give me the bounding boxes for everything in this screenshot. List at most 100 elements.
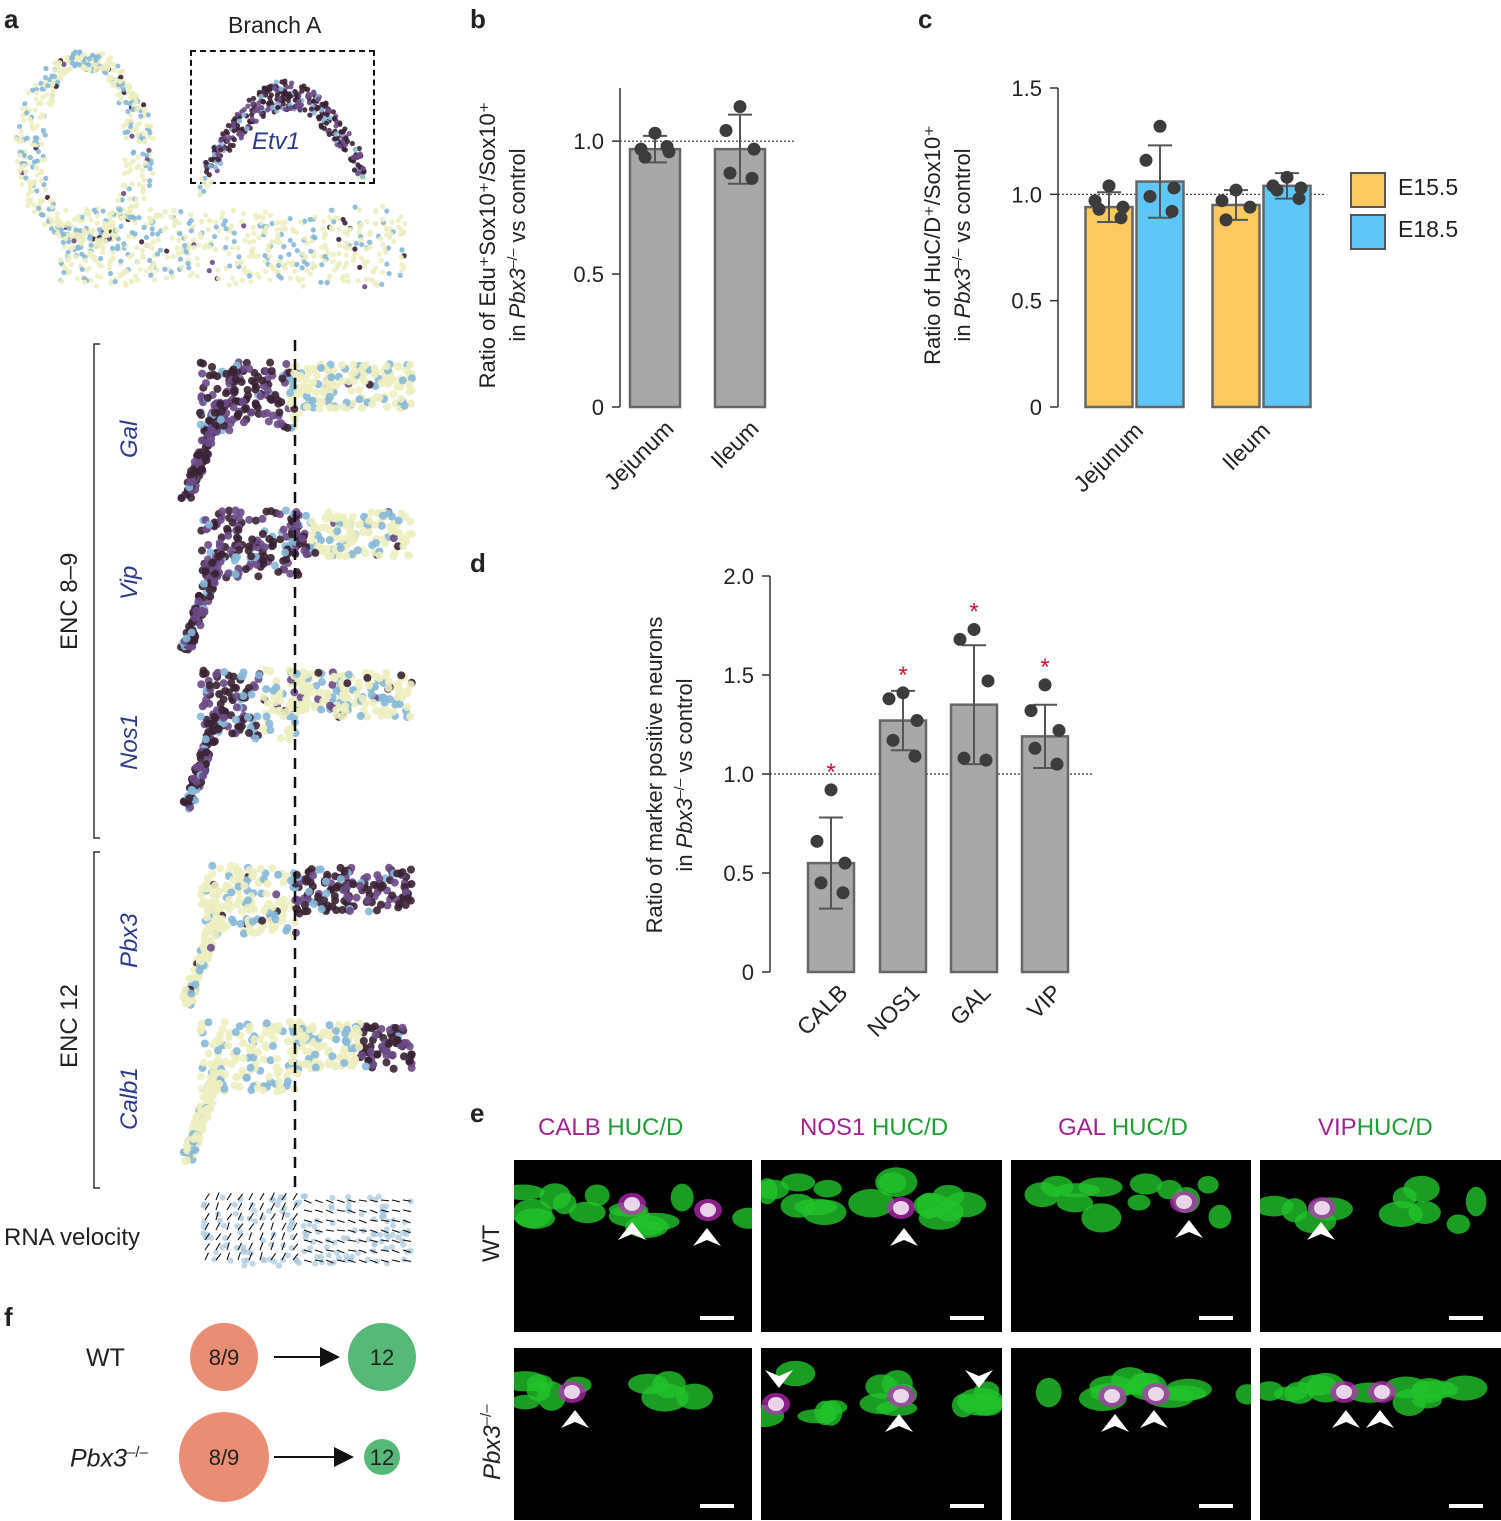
- chart-c-ytick-label: 0.5: [1011, 289, 1042, 314]
- micrograph-ko-gal: [1011, 1348, 1251, 1520]
- micrograph-ko-calb: [514, 1348, 752, 1520]
- chart-d-category-label: GAL: [945, 979, 996, 1030]
- legend-label-e15: E15.5: [1398, 174, 1459, 200]
- chart-d-ylabel-2: in Pbx3–/– vs control: [671, 678, 697, 871]
- enc-12-bracket: [93, 851, 100, 1189]
- chart-c-jejunum-E18.5-point: [1153, 119, 1167, 133]
- umap-vip: [177, 506, 416, 654]
- rna-velocity-label: RNA velocity: [4, 1224, 141, 1251]
- chart-d-category-label: VIP: [1022, 979, 1067, 1024]
- row-label-pbx3: Pbx3–/–: [478, 1404, 506, 1480]
- chart-b-ytick-label: 0.5: [573, 262, 604, 287]
- chart-c-category-label: Ileum: [1217, 417, 1275, 475]
- chart-c-ileum-E18.5-point: [1270, 183, 1284, 197]
- chart-d-significance-star: *: [1040, 654, 1049, 681]
- rna-velocity-plot: [200, 1192, 414, 1269]
- panel-label-f: f: [4, 1302, 13, 1332]
- chart-d-gal-point: [957, 751, 971, 765]
- chart-b-jejunum-point: [660, 139, 674, 153]
- chart-d-ytick-label: 0: [742, 960, 754, 985]
- chart-d: 0 0.5 1.0 1.5 2.0 * CALB * NOS1 * GAL * VIP Ratio of …: [642, 564, 1092, 1042]
- chart-c-ileum-E18.5-point: [1294, 181, 1308, 195]
- chart-d-significance-star: *: [826, 759, 835, 786]
- bar-charts: 0 0.5 1.0 Jejunum Ileum Ratio of Edu⁺Sox10⁺/S…: [475, 76, 1325, 1042]
- umap-pbx3: [179, 861, 416, 1009]
- chart-c-jejunum-E15.5-point: [1102, 179, 1116, 193]
- chart-d-category-label: NOS1: [862, 979, 925, 1042]
- umap-plots: [13, 49, 416, 1269]
- chart-d-ytick-label: 2.0: [723, 564, 754, 589]
- panel-label-e: e: [470, 1098, 485, 1128]
- col-label-gal: GAL HUC/D: [1058, 1114, 1188, 1141]
- legend-label-e18: E18.5: [1398, 216, 1459, 242]
- wt-source-circle: [190, 1323, 258, 1391]
- chart-d-gal-point: [967, 622, 981, 636]
- wt-target-circle: [348, 1323, 416, 1391]
- wt-target-text: 12: [370, 1345, 394, 1370]
- chart-c-jejunum-E18.5-point: [1167, 181, 1181, 195]
- chart-c-ileum-E15.5-point: [1229, 183, 1243, 197]
- micrograph-ko-nos1: [761, 1348, 1002, 1520]
- chart-b-ileum-point: [723, 166, 737, 180]
- chart-d-vip-point: [1024, 704, 1038, 718]
- chart-b-jejunum-point: [638, 150, 652, 164]
- umap-overview: [13, 49, 408, 290]
- chart-c-jejunum-E18.5-point: [1165, 204, 1179, 218]
- chart-c-ytick-label: 1.0: [1011, 182, 1042, 207]
- chart-b-ileum-point: [745, 171, 759, 185]
- panel-label-d: d: [470, 548, 486, 578]
- chart-c-jejunum-E15.5-bar: [1084, 205, 1134, 409]
- chart-c-ylabel-2: in Pbx3–/– vs control: [949, 148, 975, 341]
- chart-d-significance-star: *: [898, 662, 907, 689]
- chart-b-ytick-label: 1.0: [573, 129, 604, 154]
- chart-c-jejunum-E18.5-point: [1139, 153, 1153, 167]
- umap-calb1: [179, 1018, 416, 1166]
- chart-d-vip-point: [1050, 757, 1064, 771]
- chart-d-calb-point: [810, 834, 824, 848]
- chart-d-significance-star: *: [969, 598, 978, 625]
- chart-b-ytick-label: 0: [592, 395, 604, 420]
- panel-label-a: a: [4, 4, 19, 34]
- chart-c-category-label: Jejunum: [1068, 417, 1148, 497]
- chart-d-vip-bar: [1020, 735, 1070, 974]
- chart-d-calb-point: [838, 856, 852, 870]
- panel-label-b: b: [470, 4, 486, 34]
- ko-source-text: 8/9: [209, 1445, 240, 1470]
- chart-d-nos1-point: [910, 714, 924, 728]
- chart-d-category-label: CALB: [792, 979, 853, 1040]
- chart-b-jejunum-point: [648, 126, 662, 140]
- row-label-wt: WT: [478, 1224, 505, 1262]
- micrograph-ko-vip: [1260, 1348, 1501, 1520]
- chart-c-jejunum-E18.5-bar: [1135, 180, 1185, 409]
- chart-b-ylabel-2: in Pbx3–/– vs control: [504, 148, 530, 341]
- chart-b-ileum-point: [747, 142, 761, 156]
- panel-label-c: c: [918, 4, 933, 34]
- chart-d-gal-point: [953, 632, 967, 646]
- lineage-diagram: 8/9 12 8/9 12: [179, 1323, 416, 1502]
- chart-d-ytick-label: 1.5: [723, 663, 754, 688]
- branch-a-label: Branch A: [228, 12, 322, 38]
- micrograph-wt-nos1: [761, 1160, 1002, 1332]
- chart-b-category-label: Ileum: [705, 415, 763, 473]
- chart-d-nos1-point: [882, 692, 896, 706]
- branch-a-box: [190, 50, 375, 184]
- micrograph-wt-vip: [1260, 1160, 1501, 1332]
- col-label-vip: VIPHUC/D: [1318, 1114, 1433, 1141]
- umap-gal: [177, 358, 416, 502]
- ko-target-text: 12: [370, 1445, 394, 1470]
- chart-d-ylabel-1: Ratio of marker positive neurons: [642, 617, 667, 934]
- chart-c-ytick-label: 1.5: [1011, 76, 1042, 101]
- micrograph-wt-calb: [514, 1160, 752, 1332]
- chart-c-ileum-E15.5-point: [1215, 194, 1229, 208]
- chart-c-jejunum-E18.5-point: [1143, 189, 1157, 203]
- chart-d-nos1-point: [886, 733, 900, 747]
- chart-b-jejunum-bar: [628, 147, 682, 409]
- micrograph-wt-gal: [1011, 1160, 1251, 1332]
- col-label-calb: CALB HUC/D: [538, 1114, 684, 1141]
- chart-d-vip-point: [1052, 723, 1066, 737]
- chart-c: 0 0.5 1.0 1.5 Jejunum Ileum Ratio of HuC/D⁺/So…: [920, 76, 1325, 497]
- umap-nos1: [179, 666, 416, 813]
- chart-d-vip-point: [1038, 678, 1052, 692]
- chart-d-gal-point: [979, 753, 993, 767]
- chart-c-ileum-E18.5-bar: [1262, 184, 1312, 409]
